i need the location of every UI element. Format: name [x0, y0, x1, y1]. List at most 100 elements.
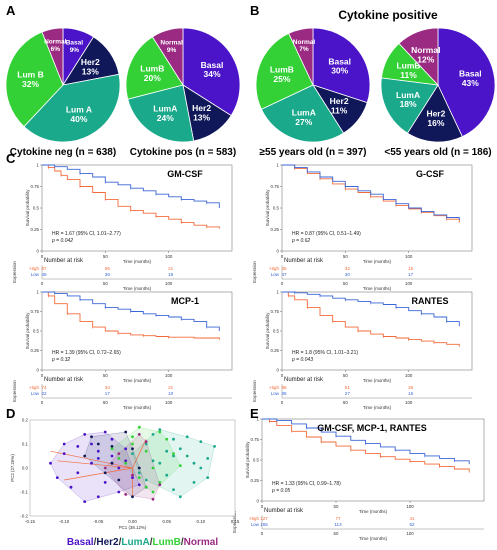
y-tick-label: 0.5 — [33, 206, 40, 211]
risk-count: 77 — [335, 516, 341, 521]
y-tick-label: 0.75 — [250, 437, 259, 442]
pie-slice-normal — [288, 27, 314, 86]
pie-slice-normal — [151, 27, 184, 87]
x-tick-label: 0 — [281, 254, 284, 259]
risk-count: 21 — [168, 266, 174, 271]
pie-value-lumb: 25% — [273, 74, 290, 84]
pie-label-normal: Normal — [293, 39, 316, 46]
risk-count: 95 — [281, 385, 287, 390]
pca-point-basal — [103, 481, 107, 484]
hazard-ratio-text: HR = 1.8 (95% CI, 1.01–3.21) — [292, 350, 358, 356]
risk-x-tick-label: 0 — [281, 400, 284, 405]
pca-point-luma — [192, 461, 196, 465]
legend-separator: / — [150, 537, 153, 548]
km-title: MCP-1 — [171, 296, 199, 306]
risk-row-label-high: High — [30, 266, 40, 271]
pca-point-lumb — [158, 430, 162, 434]
pie-label-luma: LumA — [153, 104, 177, 114]
risk-x-tick-label: 50 — [103, 400, 108, 405]
y-tick-label: 1 — [257, 417, 260, 422]
risk-x-axis-label: Time (months) — [123, 286, 152, 291]
pie-label-basal: Basal — [328, 56, 351, 66]
pie-caption: ≥55 years old (n = 397) — [260, 147, 367, 158]
pca-point-basal — [96, 495, 100, 499]
pie-label-her2: Her2 — [192, 103, 211, 113]
risk-count: 127 — [260, 516, 268, 521]
y-tick-label: 0.5 — [273, 206, 280, 211]
pca-point-normal — [158, 483, 162, 487]
pca-scatter-group: -0.15 -0.10 -0.05 0.00 0.05 0.10 0.15 0.2 0.1 0.0… — [10, 418, 240, 549]
risk-count: 36 — [105, 272, 111, 277]
pca-point-basal — [124, 459, 128, 463]
risk-x-tick-label: 100 — [165, 281, 173, 286]
pca-x-tick-label: 0.00 — [128, 519, 137, 524]
pca-hull-basal — [50, 431, 140, 502]
pca-point-her2 — [103, 471, 107, 475]
pca-point-basal — [55, 476, 59, 479]
risk-row-label-high: High — [30, 385, 40, 390]
legend-entry-lumb: LumB — [153, 537, 181, 548]
pca-loading-arrow — [57, 460, 133, 469]
pca-point-basal — [49, 461, 52, 465]
pie-value-lumb: 11% — [400, 70, 417, 80]
risk-x-tick-label: 0 — [41, 400, 44, 405]
y-tick-label: 1 — [277, 163, 280, 168]
y-tick-label: 0.75 — [30, 184, 39, 189]
pie-value-basal: 9% — [70, 47, 80, 54]
pca-point-luma — [151, 433, 155, 436]
pca-point-basal — [110, 437, 114, 441]
pie-slice-lumb — [255, 32, 314, 110]
risk-axis-label: Expression — [12, 380, 17, 402]
pca-point-basal — [90, 442, 93, 446]
panel-label-a: A — [6, 3, 16, 18]
risk-table-title: Number at risk — [284, 258, 324, 264]
risk-count: 30 — [345, 272, 351, 277]
pca-point-basal — [69, 485, 73, 489]
pca-point-her2 — [131, 447, 134, 451]
pie-slice-normal — [398, 27, 439, 87]
risk-x-tick-label: 0 — [41, 281, 44, 286]
pie-value-her2: 13% — [82, 67, 99, 77]
y-tick-label: 0 — [277, 368, 280, 373]
pca-point-her2 — [96, 442, 100, 446]
p-value-text: p = 0.043 — [291, 357, 313, 363]
x-tick-label: 50 — [103, 373, 108, 378]
pie-label-lumb: LumB — [140, 64, 164, 74]
pie-caption: Cytokine neg (n = 638) — [10, 147, 116, 158]
pie-slice-her2 — [406, 84, 463, 143]
pca-point-luma — [178, 495, 182, 499]
legend-entry-luma: LumA — [121, 537, 149, 548]
pca-point-lumb — [131, 442, 134, 446]
pca-point-lumb — [117, 457, 121, 460]
pca-point-basal — [96, 457, 100, 460]
pca-point-luma — [131, 452, 134, 455]
pca-point-luma — [172, 488, 175, 491]
risk-x-tick-label: 100 — [405, 281, 413, 286]
risk-x-tick-label: 50 — [343, 400, 348, 405]
km-gcsf: 0 0.25 0.5 0.75 1 0 50 100 Time (months) Survival… — [252, 163, 473, 291]
y-tick-label: 0 — [277, 249, 280, 254]
risk-count: 16 — [408, 391, 414, 396]
x-tick-label: 0 — [261, 504, 264, 509]
pie-slice-basal — [312, 27, 371, 104]
pca-point-her2 — [110, 461, 114, 465]
y-tick-label: 0.5 — [253, 458, 260, 463]
pca-point-basal — [137, 483, 141, 487]
y-tick-label: 0.25 — [270, 227, 279, 232]
x-tick-label: 50 — [343, 373, 348, 378]
km-gmcsf: 0 0.25 0.5 0.75 1 0 50 100 Time (months) Survival… — [12, 163, 233, 291]
pca-point-her2 — [137, 466, 141, 470]
pie-label-normal: Normal — [411, 45, 440, 55]
pca-point-basal — [124, 447, 128, 451]
hazard-ratio-text: HR = 1.67 (95% CI, 1.01–2.77) — [52, 231, 121, 237]
pca-x-tick-label: 0.10 — [197, 519, 206, 524]
pca-point-lumb — [137, 425, 141, 429]
pca-point-normal — [137, 433, 141, 436]
p-value-text: p = 0.62 — [291, 238, 310, 244]
risk-count: 15 — [408, 266, 414, 271]
pie-value-luma: 18% — [400, 99, 417, 109]
panel-label-b: B — [250, 3, 259, 18]
risk-count: 62 — [409, 522, 415, 527]
